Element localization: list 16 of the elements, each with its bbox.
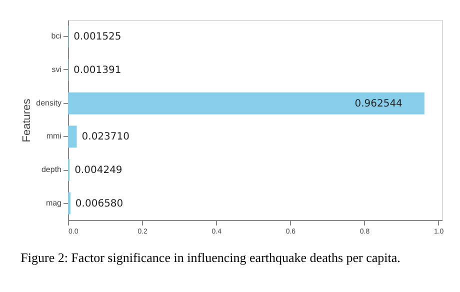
data-label: 0.023710: [82, 132, 130, 143]
y-tick-label: mag: [46, 198, 62, 208]
y-tick-label: mmi: [46, 132, 62, 141]
data-label: 0.001525: [74, 32, 122, 43]
bar: [68, 92, 424, 114]
bar: [68, 126, 77, 148]
y-tick-label: bci: [51, 32, 62, 41]
data-label: 0.006580: [75, 198, 124, 210]
data-label: 0.001391: [74, 65, 122, 76]
caption: Figure 2: Factor significance in influencing earthquake deaths per capita.: [20, 250, 400, 265]
y-axis-title: Features: [21, 98, 34, 142]
y-tick-label: depth: [41, 165, 62, 174]
data-label: 0.004249: [74, 165, 122, 176]
y-tick-label: svi: [52, 65, 62, 74]
y-tick-label: density: [36, 98, 62, 108]
data-label: 0.962544: [354, 98, 402, 110]
